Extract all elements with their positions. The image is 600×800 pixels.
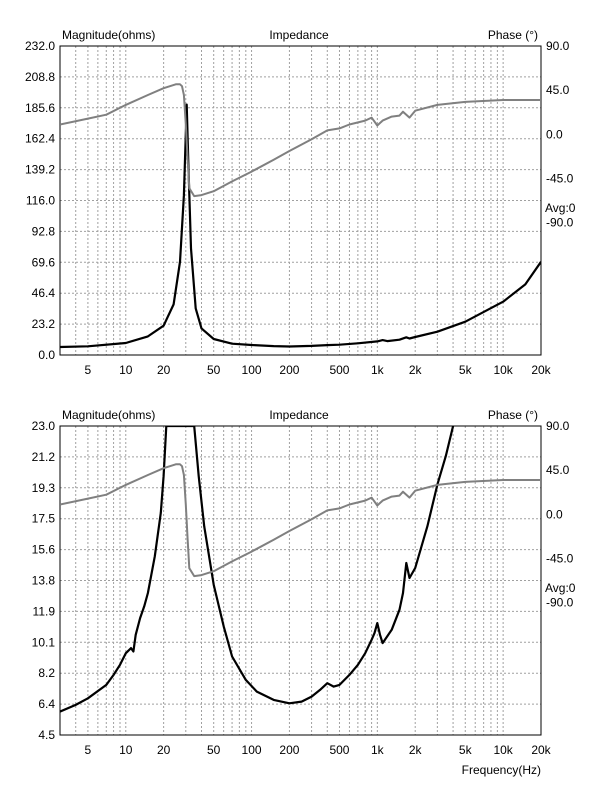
y-tick-label: 162.4 xyxy=(25,132,55,146)
y2-axis-label: Phase (°) xyxy=(488,408,538,422)
y2-tick-label: -45.0 xyxy=(546,171,574,185)
y-tick-label: 23.0 xyxy=(32,419,56,433)
x-tick-label: 500 xyxy=(329,363,349,377)
x-tick-label: 20k xyxy=(531,743,551,757)
chart-title: Impedance xyxy=(269,408,329,422)
plot-frame xyxy=(59,45,542,356)
y-axis-label: Magnitude(ohms) xyxy=(62,28,155,42)
x-tick-label: 200 xyxy=(279,743,299,757)
phase-line xyxy=(60,83,541,198)
y-tick-label: 17.5 xyxy=(32,512,56,526)
x-tick-label: 5 xyxy=(85,743,92,757)
x-tick-label: 20k xyxy=(531,363,551,377)
magnitude-line xyxy=(60,426,455,713)
grid xyxy=(60,426,541,735)
y-tick-label: 19.3 xyxy=(32,481,56,495)
y-tick-label: 232.0 xyxy=(25,39,55,53)
x-tick-label: 2k xyxy=(409,743,423,757)
magnitude-line xyxy=(60,103,541,349)
impedance-chart-full-range: Impedance Magnitude(ohms) Phase (°) Avg:… xyxy=(25,28,576,377)
x-tick-label: 10 xyxy=(119,363,133,377)
y2-tick-label: -90.0 xyxy=(546,216,574,230)
y2-axis-label: Phase (°) xyxy=(488,28,538,42)
x-tick-label: 10k xyxy=(493,743,513,757)
y-tick-label: 15.6 xyxy=(32,543,56,557)
y2-tick-label: 0.0 xyxy=(546,127,563,141)
x-tick-label: 1k xyxy=(371,363,385,377)
x-tick-label: 1k xyxy=(371,743,385,757)
impedance-chart-zoomed: Impedance Magnitude(ohms) Phase (°) Avg:… xyxy=(32,408,576,777)
y-tick-label: 185.6 xyxy=(25,101,55,115)
x-tick-label: 100 xyxy=(242,363,262,377)
y-tick-label: 11.9 xyxy=(33,604,56,618)
y2-tick-label: 90.0 xyxy=(546,39,570,53)
x-tick-label: 20 xyxy=(157,363,171,377)
y-tick-label: 46.4 xyxy=(32,286,56,300)
x-tick-label: 50 xyxy=(207,363,221,377)
y-tick-label: 116.0 xyxy=(26,194,55,208)
y-tick-label: 0.0 xyxy=(38,348,55,362)
x-tick-label: 500 xyxy=(329,743,349,757)
x-axis-label: Frequency(Hz) xyxy=(462,763,541,777)
x-tick-label: 10 xyxy=(119,743,133,757)
y2-tick-label: 0.0 xyxy=(546,507,563,521)
x-tick-label: 10k xyxy=(493,363,513,377)
x-tick-label: 50 xyxy=(207,743,221,757)
phase-line xyxy=(60,463,541,578)
x-tick-label: 20 xyxy=(157,743,171,757)
x-tick-label: 2k xyxy=(409,363,423,377)
y-axis-label: Magnitude(ohms) xyxy=(62,408,155,422)
y-tick-label: 139.2 xyxy=(25,163,55,177)
y2-tick-label: -90.0 xyxy=(546,596,574,610)
y2-tick-label: 45.0 xyxy=(546,83,570,97)
avg-label: Avg:0 xyxy=(545,201,576,215)
avg-label: Avg:0 xyxy=(545,581,576,595)
y-tick-label: 92.8 xyxy=(32,224,56,238)
x-tick-label: 5 xyxy=(85,363,92,377)
y-tick-label: 208.8 xyxy=(25,70,55,84)
x-tick-label: 200 xyxy=(279,363,299,377)
chart-title: Impedance xyxy=(269,28,329,42)
y-tick-label: 21.2 xyxy=(32,450,56,464)
y2-tick-label: -45.0 xyxy=(546,551,574,565)
x-tick-label: 5k xyxy=(459,363,473,377)
y-tick-label: 23.2 xyxy=(32,317,56,331)
y2-tick-label: 90.0 xyxy=(546,419,570,433)
grid xyxy=(60,46,541,355)
y-tick-label: 10.1 xyxy=(32,635,56,649)
plot-frame xyxy=(59,425,542,736)
y-tick-label: 69.6 xyxy=(32,255,56,269)
y-tick-label: 6.4 xyxy=(38,697,55,711)
y2-tick-label: 45.0 xyxy=(546,463,570,477)
x-tick-label: 5k xyxy=(459,743,473,757)
y-tick-label: 4.5 xyxy=(38,728,55,742)
y-tick-label: 8.2 xyxy=(38,666,55,680)
y-tick-label: 13.8 xyxy=(32,574,56,588)
x-tick-label: 100 xyxy=(242,743,262,757)
